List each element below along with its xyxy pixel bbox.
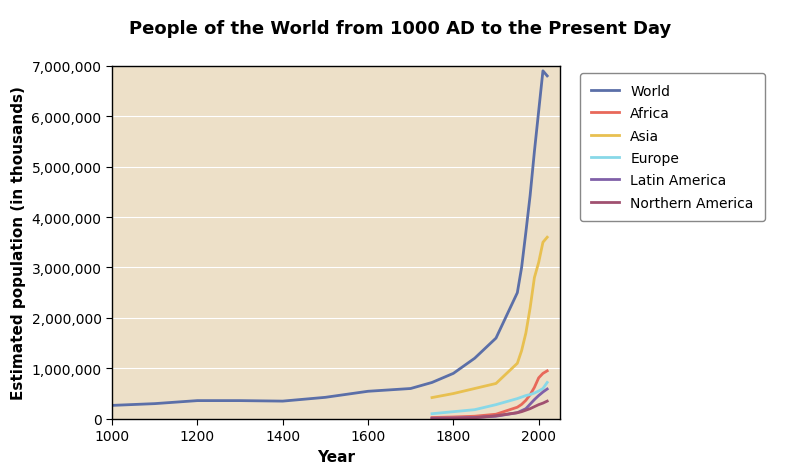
World <box>530 149 539 155</box>
Line: Latin America: Latin America <box>432 389 547 418</box>
Northern America <box>491 413 501 419</box>
Latin America <box>427 416 437 421</box>
Northern America <box>449 416 458 421</box>
Latin America <box>530 397 539 403</box>
World <box>491 336 501 341</box>
Northern America <box>427 416 437 422</box>
Africa <box>491 411 501 417</box>
Northern America <box>542 398 552 404</box>
World <box>363 388 373 394</box>
Northern America <box>521 407 530 413</box>
World <box>470 356 479 361</box>
World <box>193 398 202 404</box>
Line: Asia: Asia <box>432 238 547 398</box>
Africa <box>513 405 522 410</box>
Africa <box>538 371 548 377</box>
Line: Northern America: Northern America <box>432 401 547 419</box>
Northern America <box>470 415 479 421</box>
World <box>513 290 522 296</box>
Y-axis label: Estimated population (in thousands): Estimated population (in thousands) <box>11 86 26 399</box>
Latin America <box>538 389 548 395</box>
Northern America <box>534 402 543 407</box>
World <box>542 74 552 79</box>
World <box>526 193 535 199</box>
Africa <box>470 414 479 419</box>
Asia <box>427 395 437 401</box>
Africa <box>530 385 539 390</box>
World <box>406 386 415 392</box>
Africa <box>521 397 530 403</box>
Asia <box>521 330 530 336</box>
World <box>278 398 287 404</box>
World <box>538 69 548 75</box>
Africa <box>427 415 437 420</box>
Africa <box>542 368 552 374</box>
Asia <box>470 386 479 392</box>
Europe <box>470 407 479 413</box>
Latin America <box>534 393 543 398</box>
Asia <box>538 240 548 246</box>
Asia <box>534 260 543 266</box>
World <box>517 265 526 271</box>
Northern America <box>530 404 539 410</box>
Latin America <box>517 408 526 414</box>
Europe <box>491 402 501 407</box>
World <box>449 371 458 377</box>
Europe <box>526 392 535 397</box>
World <box>521 230 530 236</box>
World <box>107 403 117 408</box>
Africa <box>526 392 535 398</box>
Northern America <box>538 400 548 406</box>
Europe <box>534 388 543 394</box>
Latin America <box>449 415 458 421</box>
Latin America <box>470 415 479 420</box>
Northern America <box>517 409 526 415</box>
Africa <box>517 402 526 407</box>
Latin America <box>491 414 501 419</box>
Asia <box>491 381 501 387</box>
World <box>321 395 330 400</box>
Latin America <box>521 406 530 412</box>
Europe <box>513 396 522 402</box>
Legend: World, Africa, Asia, Europe, Latin America, Northern America: World, Africa, Asia, Europe, Latin Ameri… <box>580 74 765 221</box>
World <box>427 380 437 386</box>
Asia <box>517 348 526 354</box>
World <box>534 109 543 115</box>
Europe <box>427 411 437 416</box>
Northern America <box>513 410 522 416</box>
Europe <box>521 393 530 398</box>
Africa <box>534 375 543 381</box>
Europe <box>449 409 458 415</box>
Asia <box>530 275 539 281</box>
Europe <box>517 395 526 400</box>
Latin America <box>526 401 535 407</box>
Line: Europe: Europe <box>432 383 547 414</box>
Africa <box>449 414 458 420</box>
Latin America <box>542 387 552 392</box>
World <box>150 401 159 407</box>
Text: People of the World from 1000 AD to the Present Day: People of the World from 1000 AD to the … <box>129 20 671 38</box>
Asia <box>449 391 458 397</box>
Europe <box>538 386 548 392</box>
Latin America <box>513 410 522 416</box>
Europe <box>542 380 552 386</box>
World <box>235 398 245 404</box>
Europe <box>530 390 539 396</box>
X-axis label: Year: Year <box>317 449 355 464</box>
Line: World: World <box>112 72 547 406</box>
Line: Africa: Africa <box>432 371 547 417</box>
Asia <box>526 305 535 311</box>
Asia <box>542 235 552 240</box>
Northern America <box>526 406 535 412</box>
Asia <box>513 361 522 367</box>
